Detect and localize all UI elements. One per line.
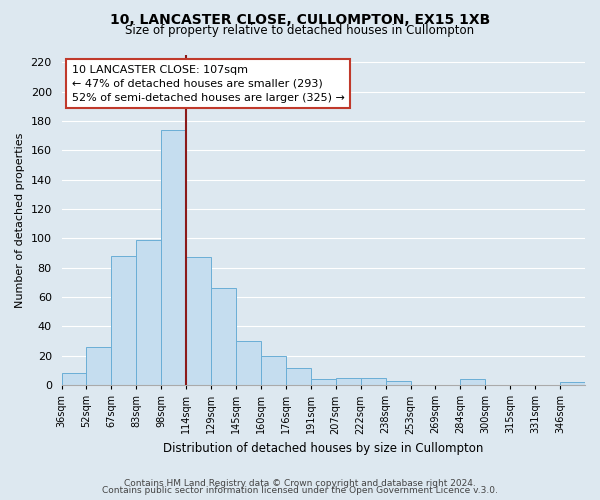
Text: Contains public sector information licensed under the Open Government Licence v.: Contains public sector information licen… <box>102 486 498 495</box>
Bar <box>62 374 86 385</box>
Bar <box>361 378 386 385</box>
Text: Contains HM Land Registry data © Crown copyright and database right 2024.: Contains HM Land Registry data © Crown c… <box>124 478 476 488</box>
Bar <box>236 341 261 385</box>
Bar <box>286 368 311 385</box>
Bar <box>311 380 336 385</box>
Bar <box>460 380 485 385</box>
Bar <box>261 356 286 385</box>
Text: 10 LANCASTER CLOSE: 107sqm
← 47% of detached houses are smaller (293)
52% of sem: 10 LANCASTER CLOSE: 107sqm ← 47% of deta… <box>72 65 345 103</box>
Bar <box>136 240 161 385</box>
X-axis label: Distribution of detached houses by size in Cullompton: Distribution of detached houses by size … <box>163 442 484 455</box>
Bar <box>112 256 136 385</box>
Bar <box>161 130 186 385</box>
Bar <box>560 382 585 385</box>
Bar <box>86 347 112 385</box>
Y-axis label: Number of detached properties: Number of detached properties <box>15 132 25 308</box>
Bar <box>186 258 211 385</box>
Bar <box>336 378 361 385</box>
Bar <box>211 288 236 385</box>
Text: Size of property relative to detached houses in Cullompton: Size of property relative to detached ho… <box>125 24 475 37</box>
Text: 10, LANCASTER CLOSE, CULLOMPTON, EX15 1XB: 10, LANCASTER CLOSE, CULLOMPTON, EX15 1X… <box>110 12 490 26</box>
Bar <box>386 380 410 385</box>
